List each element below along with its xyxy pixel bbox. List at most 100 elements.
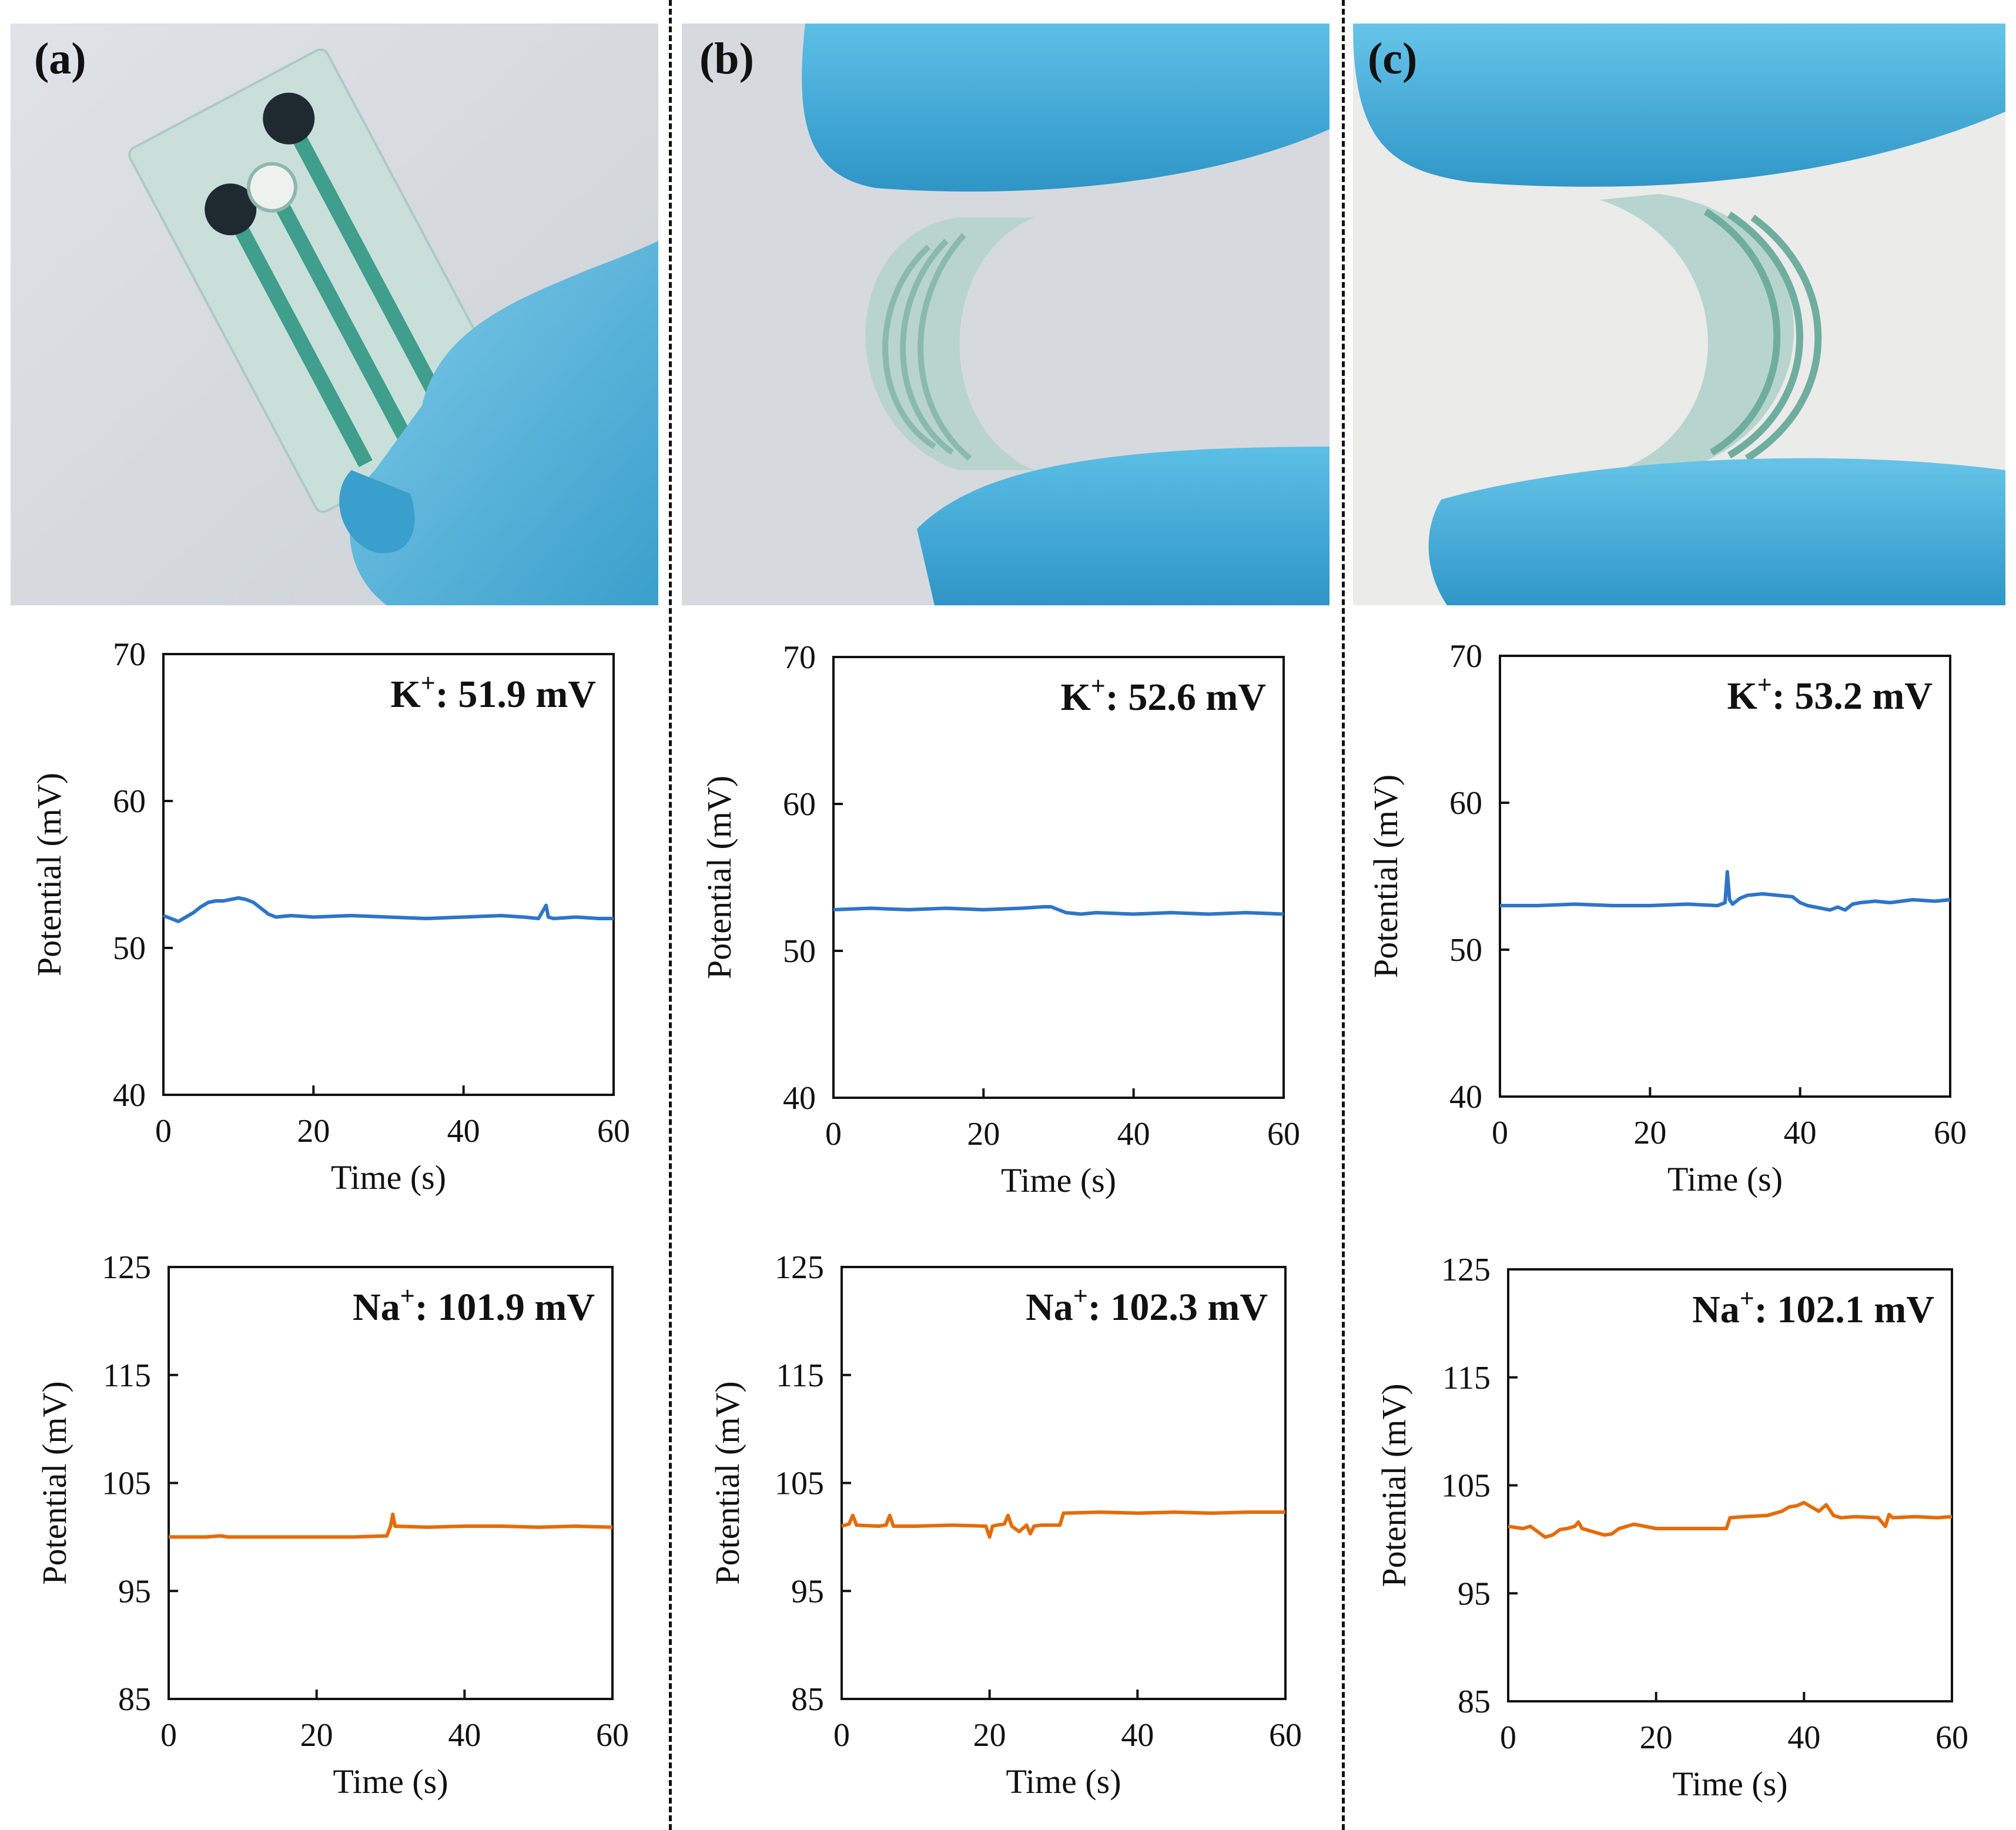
x-tick-label: 60 <box>1934 1115 1967 1151</box>
ion-charge: + <box>1091 672 1106 701</box>
plot-frame <box>832 656 1285 1099</box>
plot-frame <box>168 1266 614 1700</box>
x-axis-title: Time (s) <box>1006 1762 1121 1801</box>
potential-value: : 53.2 mV <box>1772 675 1933 718</box>
ion-charge: + <box>1073 1282 1088 1311</box>
y-tick-label: 60 <box>1449 785 1482 822</box>
y-tick-label: 50 <box>783 933 816 970</box>
chart-b-k: 40 50 60 70 0 20 40 60 Time (s) Potential (mV) K+:… <box>700 639 1300 1199</box>
panel-label-b: (b) <box>699 34 754 83</box>
x-axis-title: Time (s) <box>1667 1160 1783 1198</box>
x-tick-label: 40 <box>447 1113 480 1149</box>
y-tick-label: 115 <box>1442 1360 1491 1396</box>
y-tick-label: 40 <box>113 1077 146 1114</box>
chart-c-na: 85 95 105 115 125 0 20 40 60 Time (s) Potential (m… <box>1375 1252 1968 1803</box>
y-tick-label: 125 <box>1441 1252 1491 1288</box>
y-tick-label: 105 <box>1441 1468 1491 1504</box>
ion-charge: + <box>1740 1284 1754 1313</box>
y-axis-title: Potential (mV) <box>35 1381 73 1584</box>
x-tick-label: 0 <box>155 1113 172 1149</box>
x-axis-title: Time (s) <box>331 1158 446 1196</box>
x-tick-label: 60 <box>1935 1720 1968 1756</box>
x-tick-label: 20 <box>1640 1720 1673 1756</box>
x-axis-title: Time (s) <box>1001 1161 1116 1199</box>
x-tick-label: 60 <box>596 1717 629 1754</box>
x-tick-label: 20 <box>297 1113 330 1149</box>
y-tick-label: 50 <box>113 930 146 967</box>
glove-bottom <box>917 447 1330 605</box>
x-axis-title: Time (s) <box>1672 1765 1787 1803</box>
y-tick-label: 85 <box>118 1681 151 1718</box>
x-tick-label: 0 <box>833 1717 850 1754</box>
y-tick-label: 125 <box>775 1249 824 1286</box>
panel-label-a: (a) <box>34 34 86 83</box>
y-tick-label: 125 <box>102 1249 151 1286</box>
y-tick-label: 40 <box>783 1080 816 1117</box>
chart-c-k: 40 50 60 70 0 20 40 60 Time (s) Potential (mV) K+:… <box>1367 638 1967 1198</box>
ion-symbol: K <box>1727 675 1757 718</box>
ion-annotation: K+: 51.9 mV <box>390 669 596 716</box>
chart-b-na: 85 95 105 115 125 0 20 40 60 Time (s) Potential (m… <box>708 1249 1302 1801</box>
potential-value: : 52.6 mV <box>1106 676 1266 719</box>
y-tick-label: 95 <box>1458 1576 1491 1612</box>
plot-frame <box>162 653 615 1096</box>
x-tick-label: 0 <box>825 1116 842 1152</box>
y-tick-label: 85 <box>1458 1684 1491 1720</box>
y-tick-label: 95 <box>118 1573 151 1610</box>
ion-annotation: Na+: 102.1 mV <box>1692 1284 1934 1331</box>
x-tick-label: 20 <box>300 1717 333 1754</box>
x-tick-label: 0 <box>1492 1115 1508 1151</box>
series-line-Na-plus <box>1508 1500 1953 1539</box>
series-line-Na-plus <box>169 1512 613 1539</box>
y-tick-label: 115 <box>776 1358 824 1394</box>
potential-value: : 102.3 mV <box>1088 1286 1268 1329</box>
bent-strip <box>865 217 1034 470</box>
glove-top <box>802 24 1330 192</box>
y-tick-label: 40 <box>1449 1079 1482 1115</box>
x-tick-label: 20 <box>1633 1115 1666 1151</box>
x-tick-label: 60 <box>597 1113 630 1149</box>
plot-frame <box>1507 1268 1953 1702</box>
series-line-Na-plus <box>841 1510 1285 1539</box>
x-axis-title: Time (s) <box>333 1762 448 1801</box>
y-tick-label: 60 <box>783 786 816 823</box>
glove-thumb <box>339 470 415 554</box>
x-tick-label: 20 <box>973 1717 1006 1754</box>
x-tick-label: 40 <box>1787 1720 1820 1756</box>
bent-strip <box>1600 194 1794 470</box>
x-tick-label: 0 <box>1500 1720 1516 1756</box>
glove-top <box>1353 24 2005 187</box>
panel-divider-1 <box>669 0 672 1830</box>
y-tick-label: 50 <box>1449 932 1482 968</box>
y-tick-label: 70 <box>113 636 146 673</box>
x-tick-label: 60 <box>1267 1116 1300 1152</box>
chart-a-k: 40 50 60 70 0 20 40 60 Time (s) Potential (mV) K+:… <box>30 636 630 1196</box>
series-line-K-plus <box>162 896 614 923</box>
ion-annotation: Na+: 101.9 mV <box>353 1282 595 1329</box>
y-tick-label: 70 <box>1449 638 1482 675</box>
electrode-dot <box>205 183 257 236</box>
y-tick-label: 95 <box>791 1573 824 1610</box>
y-tick-label: 115 <box>103 1358 151 1394</box>
y-axis-title: Potential (mV) <box>700 776 738 979</box>
potential-value: : 102.1 mV <box>1754 1288 1934 1331</box>
ion-annotation: K+: 53.2 mV <box>1727 671 1933 718</box>
panel-divider-2 <box>1342 0 1345 1830</box>
glove-bottom <box>1428 458 2005 605</box>
y-tick-label: 105 <box>775 1466 824 1502</box>
x-tick-label: 40 <box>1784 1115 1817 1151</box>
y-axis-title: Potential (mV) <box>708 1381 746 1584</box>
x-tick-label: 20 <box>967 1116 1000 1152</box>
ion-symbol: Na <box>353 1286 400 1329</box>
ion-symbol: Na <box>1692 1288 1740 1331</box>
ion-symbol: Na <box>1026 1286 1073 1329</box>
ion-charge: + <box>421 669 436 698</box>
panel-label-c: (c) <box>1368 34 1417 83</box>
y-tick-label: 70 <box>783 639 816 676</box>
series-line-K-plus <box>1500 870 1951 912</box>
y-tick-label: 85 <box>791 1681 824 1718</box>
x-tick-label: 40 <box>1121 1717 1154 1754</box>
x-tick-label: 60 <box>1269 1717 1302 1754</box>
series-line-K-plus <box>833 905 1284 916</box>
